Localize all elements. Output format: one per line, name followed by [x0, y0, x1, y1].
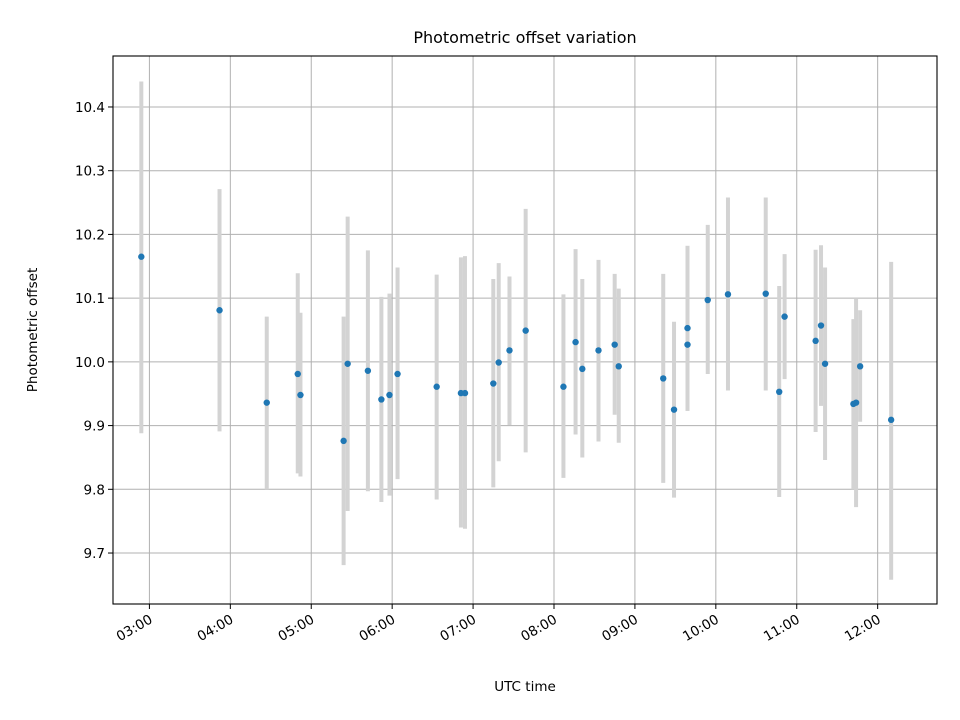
- data-point: [670, 406, 678, 413]
- data-point: [615, 363, 622, 370]
- data-point: [812, 337, 819, 345]
- data-point: [781, 313, 788, 320]
- data-point: [340, 437, 347, 445]
- data-point: [762, 290, 769, 297]
- y-axis-label: Photometric offset: [25, 268, 41, 392]
- y-tick-label: 9.8: [84, 482, 105, 498]
- y-tick-label: 9.7: [84, 546, 105, 562]
- data-point: [433, 383, 440, 390]
- data-point: [887, 416, 895, 424]
- data-point: [461, 389, 469, 397]
- chart-title: Photometric offset variation: [413, 28, 636, 47]
- data-point: [724, 291, 732, 298]
- data-point: [852, 399, 860, 406]
- data-point: [394, 370, 401, 378]
- data-point: [821, 360, 829, 367]
- data-point: [776, 388, 783, 396]
- data-point: [506, 347, 513, 354]
- data-point: [344, 360, 351, 367]
- data-point: [684, 324, 691, 332]
- data-point: [378, 396, 385, 403]
- y-tick-label: 10.1: [75, 291, 105, 307]
- data-point: [572, 338, 579, 346]
- y-axis-ticks: 9.7 9.8 9.9 10.0 10.1 10.2 10.3 10.4: [75, 100, 113, 562]
- x-axis-label: UTC time: [494, 679, 556, 695]
- data-point: [138, 253, 145, 260]
- data-point: [579, 365, 586, 373]
- data-point: [660, 375, 667, 382]
- data-point: [817, 322, 825, 329]
- data-point: [522, 327, 529, 334]
- data-point: [490, 380, 497, 387]
- y-tick-label: 10.3: [75, 164, 105, 180]
- data-points: [138, 253, 895, 445]
- data-point: [216, 307, 223, 314]
- data-point: [856, 363, 864, 370]
- y-tick-label: 10.4: [75, 100, 105, 116]
- data-point: [263, 399, 270, 406]
- y-tick-label: 10.2: [75, 227, 105, 243]
- data-point: [704, 296, 711, 304]
- data-point: [294, 370, 301, 378]
- y-tick-label: 10.0: [75, 355, 105, 371]
- data-point: [364, 367, 372, 374]
- data-point: [611, 341, 618, 348]
- data-point: [386, 391, 393, 399]
- y-tick-label: 9.9: [84, 419, 105, 435]
- data-point: [595, 347, 602, 354]
- data-point: [684, 341, 691, 348]
- data-point: [560, 383, 567, 390]
- data-point: [297, 391, 304, 399]
- plot-frame: [112, 55, 938, 605]
- data-point: [495, 359, 502, 366]
